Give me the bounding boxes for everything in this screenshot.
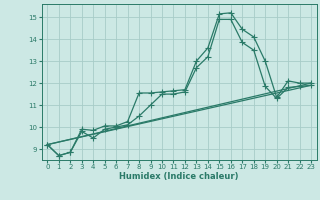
X-axis label: Humidex (Indice chaleur): Humidex (Indice chaleur) — [119, 172, 239, 181]
